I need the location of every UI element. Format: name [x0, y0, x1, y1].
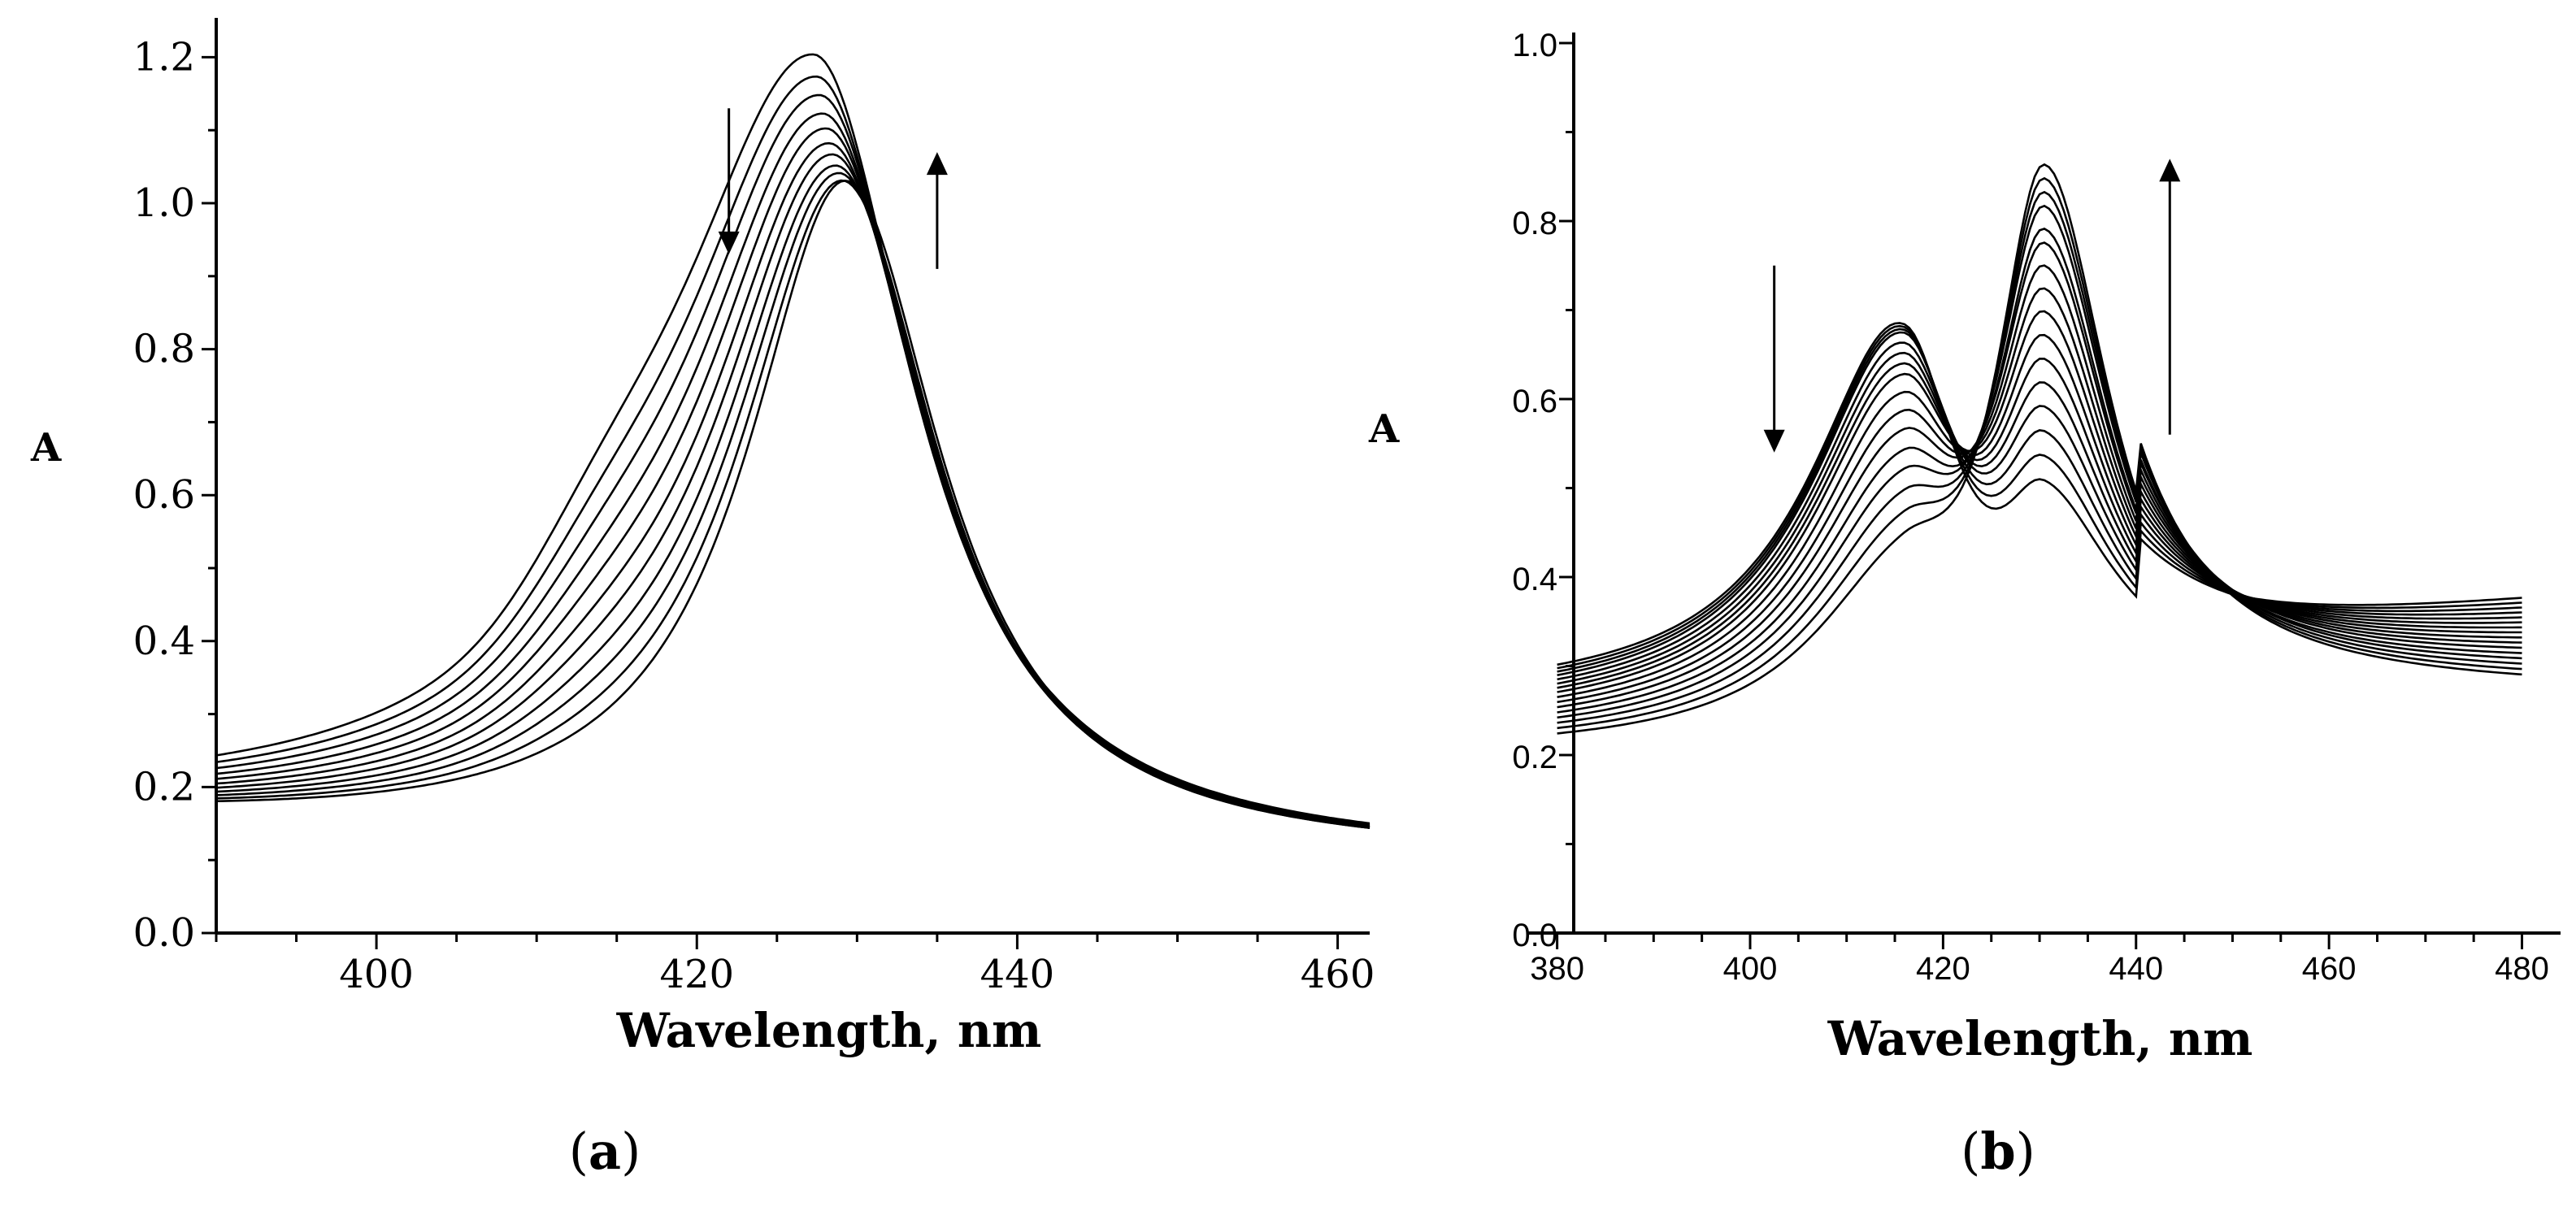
- b-series-line: [1557, 322, 2522, 666]
- a-series-line: [215, 127, 1371, 827]
- chart-panel-a: 400 420 440 460 0.0 0.2 0.4 0.6 0.8 1.0 1.2 A Wave…: [30, 18, 1375, 1181]
- panel-label-a: (a): [569, 1122, 641, 1181]
- b-axis-ticks: 380 400 420 440 460 480 0.0 0.2 0.4 0.6 0.8 1.0: [1512, 28, 2549, 987]
- b-series-line: [1557, 328, 2522, 673]
- b-series-line: [1557, 341, 2522, 681]
- b-y-tick-label: 1.0: [1512, 28, 1557, 63]
- a-y-tick-label: 0.4: [133, 619, 195, 664]
- b-x-tick-label: 380: [1530, 951, 1584, 987]
- b-y-tick-label: 0.2: [1512, 740, 1557, 775]
- b-series-line: [1557, 310, 2522, 693]
- b-y-axis-label: A: [1368, 406, 1400, 452]
- a-y-tick-label: 0.2: [133, 764, 195, 810]
- panel-letter-a: a: [589, 1122, 621, 1181]
- a-series-line: [215, 153, 1371, 828]
- a-axis-ticks: 400 420 440 460 0.0 0.2 0.4 0.6 0.8 1.0 1.2: [133, 34, 1375, 997]
- a-y-tick-label: 0.8: [133, 327, 195, 372]
- a-x-tick-label: 400: [339, 952, 414, 997]
- a-arrow-up-head: [926, 152, 948, 176]
- b-series-line: [1557, 351, 2522, 685]
- b-arrows: [1763, 158, 2181, 453]
- b-series-line: [1557, 227, 2522, 714]
- a-y-tick-label: 1.0: [133, 180, 195, 226]
- b-series-line: [1557, 331, 2522, 676]
- b-series-line: [1557, 264, 2522, 704]
- a-x-tick-label: 420: [659, 952, 734, 997]
- b-x-tick-label: 400: [1723, 951, 1778, 987]
- a-arrow-down-head: [718, 231, 740, 254]
- a-series-line: [216, 179, 1371, 829]
- b-series-line: [1557, 176, 2522, 730]
- a-series-line: [215, 75, 1371, 826]
- b-x-tick-label: 460: [2302, 951, 2357, 987]
- b-arrow-up-head: [2159, 158, 2181, 182]
- b-series-line: [1557, 324, 2522, 670]
- a-series-line: [215, 93, 1371, 827]
- chart-panel-b: 380 400 420 440 460 480 0.0 0.2 0.4 0.6 0.8 1.0 A W…: [1368, 28, 2561, 1181]
- a-series-group: [215, 53, 1371, 829]
- a-x-axis-label: Wavelength, nm: [616, 1003, 1042, 1058]
- a-series-line: [215, 53, 1371, 825]
- b-x-tick-label: 440: [2109, 951, 2163, 987]
- b-series-line: [1557, 204, 2522, 719]
- panel-letter-b: b: [1980, 1122, 2015, 1181]
- b-y-tick-label: 0.0: [1512, 918, 1557, 953]
- a-series-line: [215, 164, 1371, 829]
- a-x-tick-label: 460: [1301, 952, 1375, 997]
- b-x-tick-label: 420: [1916, 951, 1970, 987]
- b-series-line: [1557, 287, 2522, 698]
- a-y-tick-label: 0.6: [133, 472, 195, 518]
- b-series-line: [1557, 241, 2522, 709]
- b-arrow-down-head: [1763, 429, 1785, 453]
- b-series-group: [1557, 163, 2522, 735]
- b-y-tick-label: 0.4: [1512, 562, 1557, 597]
- a-x-tick-label: 440: [980, 952, 1055, 997]
- b-y-tick-label: 0.6: [1512, 384, 1557, 419]
- a-arrows: [718, 108, 948, 269]
- a-y-tick-label: 0.0: [133, 910, 195, 956]
- b-x-tick-label: 480: [2495, 951, 2549, 987]
- b-x-axis-label: Wavelength, nm: [1827, 1011, 2253, 1066]
- a-y-axis-label: A: [30, 425, 62, 471]
- a-y-tick-label: 1.2: [133, 34, 195, 80]
- b-series-line: [1557, 190, 2522, 724]
- panel-label-b: (b): [1961, 1122, 2035, 1181]
- b-y-tick-label: 0.8: [1512, 206, 1557, 241]
- b-series-line: [1557, 163, 2522, 735]
- b-series-line: [1557, 333, 2522, 689]
